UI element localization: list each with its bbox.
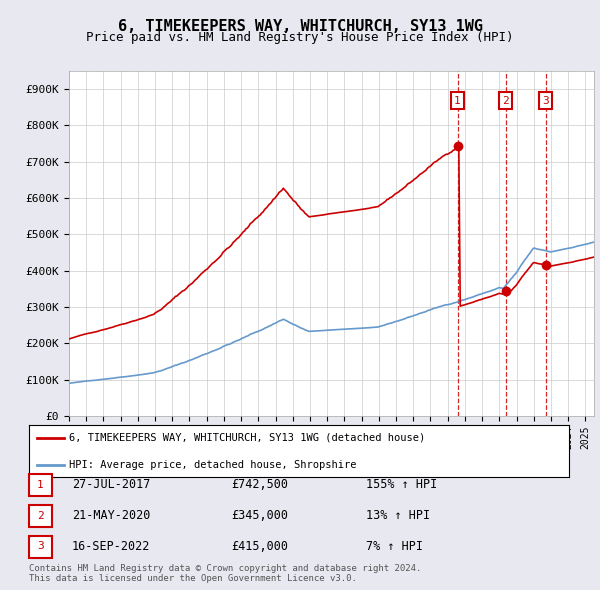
Text: 27-JUL-2017: 27-JUL-2017 — [72, 478, 151, 491]
Text: £345,000: £345,000 — [231, 509, 288, 522]
Text: £415,000: £415,000 — [231, 540, 288, 553]
Text: 13% ↑ HPI: 13% ↑ HPI — [366, 509, 430, 522]
Text: 1: 1 — [37, 480, 44, 490]
Text: 2: 2 — [37, 511, 44, 520]
Text: 6, TIMEKEEPERS WAY, WHITCHURCH, SY13 1WG: 6, TIMEKEEPERS WAY, WHITCHURCH, SY13 1WG — [118, 19, 482, 34]
Text: £742,500: £742,500 — [231, 478, 288, 491]
Text: 2: 2 — [502, 96, 509, 106]
Text: Price paid vs. HM Land Registry's House Price Index (HPI): Price paid vs. HM Land Registry's House … — [86, 31, 514, 44]
Text: 155% ↑ HPI: 155% ↑ HPI — [366, 478, 437, 491]
Text: 3: 3 — [542, 96, 550, 106]
Text: 6, TIMEKEEPERS WAY, WHITCHURCH, SY13 1WG (detached house): 6, TIMEKEEPERS WAY, WHITCHURCH, SY13 1WG… — [70, 433, 425, 442]
Text: 21-MAY-2020: 21-MAY-2020 — [72, 509, 151, 522]
Text: Contains HM Land Registry data © Crown copyright and database right 2024.
This d: Contains HM Land Registry data © Crown c… — [29, 563, 421, 583]
Text: 3: 3 — [37, 542, 44, 551]
Text: 16-SEP-2022: 16-SEP-2022 — [72, 540, 151, 553]
Text: 7% ↑ HPI: 7% ↑ HPI — [366, 540, 423, 553]
Text: 1: 1 — [454, 96, 461, 106]
Text: HPI: Average price, detached house, Shropshire: HPI: Average price, detached house, Shro… — [70, 460, 357, 470]
